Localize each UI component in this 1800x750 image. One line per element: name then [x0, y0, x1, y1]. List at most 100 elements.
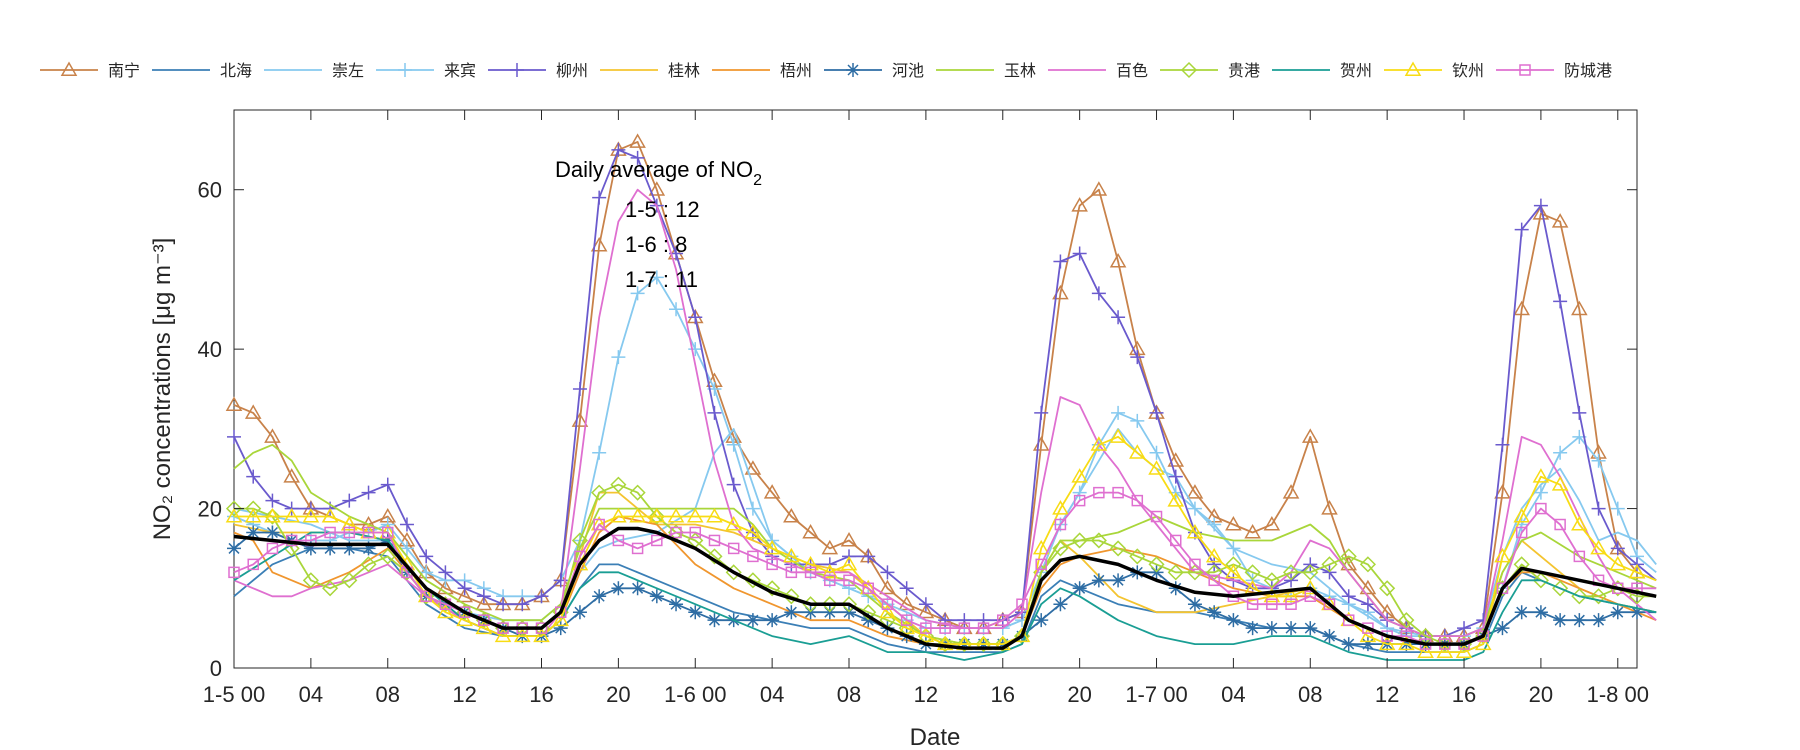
data-point [323, 541, 338, 556]
data-point [610, 508, 627, 523]
annotation-title-subscript: 2 [753, 172, 762, 189]
data-point [766, 558, 778, 571]
data-point [611, 350, 626, 365]
data-point [688, 605, 703, 620]
data-point [324, 526, 336, 539]
data-point [1590, 588, 1607, 605]
data-point [939, 622, 951, 634]
data-point [571, 555, 589, 571]
data-point [1323, 598, 1336, 610]
data-point [900, 614, 913, 626]
data-point [1417, 643, 1434, 659]
data-point [1551, 476, 1569, 491]
x-tick-label: 20 [1067, 682, 1091, 707]
data-point [631, 542, 644, 555]
data-point [225, 508, 243, 523]
data-point [899, 581, 914, 596]
data-point [1398, 635, 1415, 651]
data-point [1455, 643, 1473, 659]
data-point [957, 613, 972, 628]
data-point [360, 556, 377, 573]
data-point [861, 549, 876, 564]
data-point [821, 563, 839, 579]
data-point [1110, 540, 1127, 557]
data-point [1359, 579, 1377, 595]
data-point [1090, 181, 1108, 196]
data-point [283, 508, 300, 523]
data-point [1090, 436, 1108, 451]
data-point [1359, 627, 1377, 643]
data-point [918, 597, 933, 612]
data-point [1535, 502, 1547, 515]
data-point [321, 508, 339, 523]
data-point [802, 523, 819, 539]
data-point [456, 587, 473, 603]
data-point [1167, 564, 1184, 581]
data-point [1093, 486, 1105, 499]
data-point [1035, 558, 1047, 571]
data-point [1266, 598, 1278, 610]
data-point [747, 550, 759, 563]
data-point [266, 542, 279, 555]
data-point [648, 181, 666, 196]
data-point [228, 566, 240, 579]
data-point [1553, 294, 1568, 309]
x-tick-label: 04 [299, 682, 323, 707]
data-point [1109, 428, 1127, 443]
data-point [1225, 516, 1242, 531]
data-point [686, 508, 704, 523]
data-point [475, 595, 493, 611]
data-point [1532, 468, 1550, 483]
data-point [1477, 630, 1489, 642]
data-point [843, 574, 855, 587]
data-point [342, 493, 357, 508]
data-point [651, 534, 663, 547]
data-point [763, 539, 781, 555]
data-point [1245, 621, 1260, 636]
data-point [1090, 532, 1107, 549]
data-point [1111, 573, 1126, 588]
y-tick-label: 0 [210, 656, 222, 681]
data-point [1129, 444, 1146, 459]
x-tick-label: 1-8 00 [1587, 682, 1649, 707]
data-point [630, 150, 645, 165]
data-point [264, 508, 281, 523]
data-point [821, 539, 839, 555]
data-point [1610, 501, 1625, 516]
data-point [1282, 587, 1300, 603]
data-point [1072, 485, 1087, 500]
data-point [1551, 213, 1569, 228]
data-point [1263, 516, 1281, 531]
data-point [707, 613, 722, 628]
x-tick-label: 1-5 00 [203, 682, 265, 707]
data-point [1378, 635, 1396, 651]
series-line [233, 141, 1657, 637]
data-point [840, 555, 858, 571]
data-point [975, 636, 992, 653]
legend-item: 崇左 [264, 61, 364, 80]
data-point [1360, 637, 1375, 652]
data-point [1112, 486, 1124, 499]
data-point [399, 517, 414, 532]
data-point [726, 437, 741, 452]
data-point [533, 627, 550, 643]
data-point [1111, 310, 1126, 325]
data-point [476, 589, 491, 604]
data-point [552, 611, 570, 627]
data-point [1071, 532, 1088, 549]
data-point [667, 508, 685, 523]
data-point [379, 548, 396, 565]
data-point [496, 597, 511, 612]
data-point [1533, 485, 1548, 500]
data-point [1572, 613, 1587, 628]
annotation-title: Daily average of NO [555, 157, 753, 182]
data-point [515, 597, 530, 612]
data-point [1514, 605, 1529, 620]
legend-marker [846, 63, 860, 77]
data-point [592, 445, 607, 460]
data-point [1359, 556, 1376, 573]
series-layer [225, 133, 1657, 661]
legend-label: 钦州 [1452, 61, 1484, 80]
data-point [1515, 526, 1528, 539]
data-point [611, 581, 626, 596]
